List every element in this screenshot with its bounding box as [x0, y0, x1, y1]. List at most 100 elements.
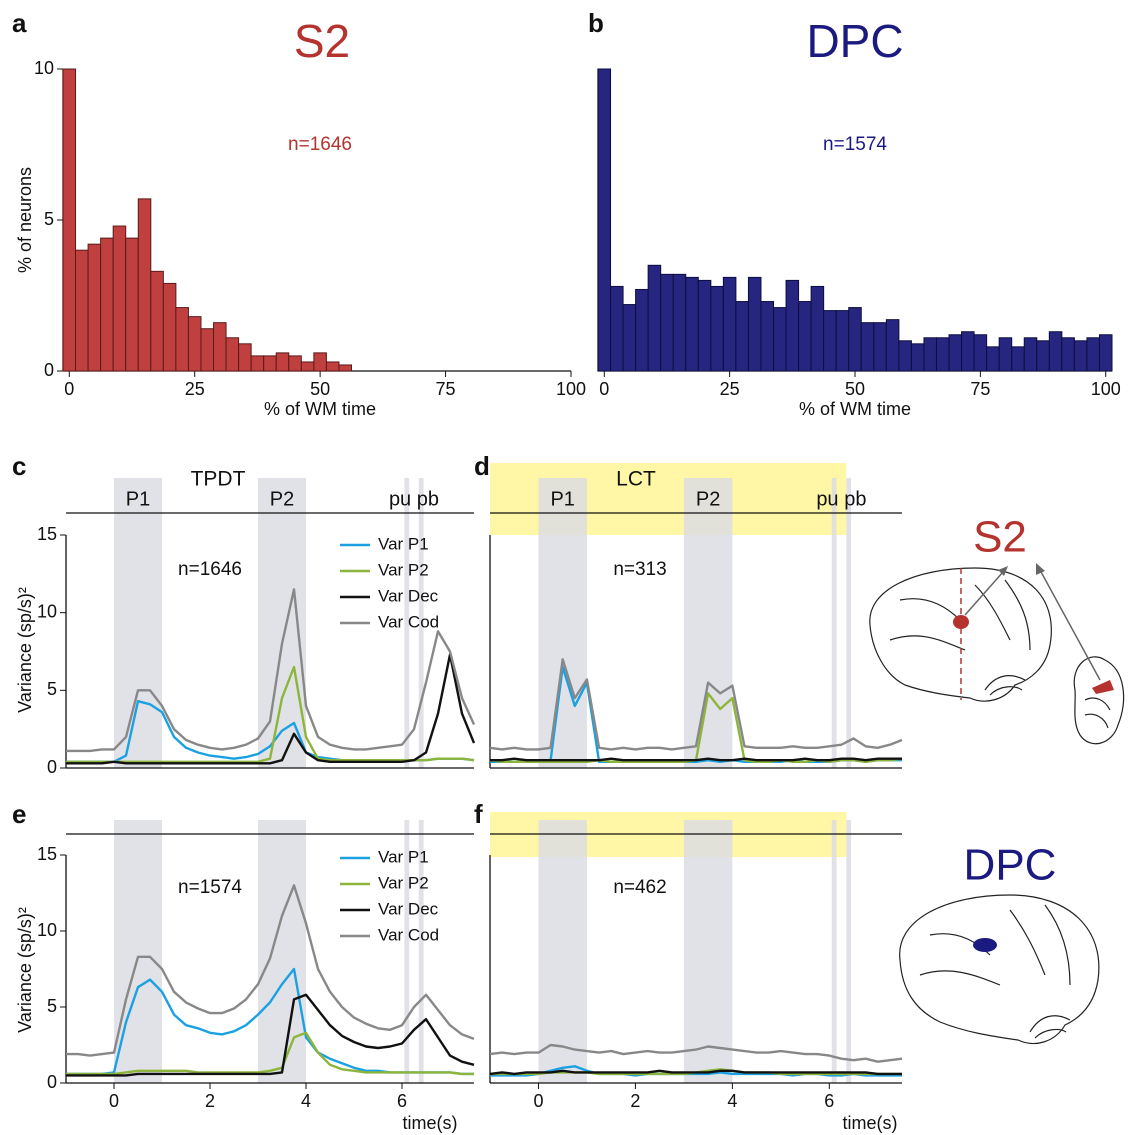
bar	[175, 307, 189, 372]
annotation: n=1646	[178, 559, 242, 580]
y-tick-label: 10	[37, 601, 57, 621]
bar	[87, 243, 102, 372]
bar	[338, 364, 352, 372]
bar	[225, 337, 240, 372]
period-label: P1	[550, 488, 574, 510]
bar	[710, 285, 724, 372]
x-axis-label: % of WM time	[799, 399, 911, 419]
bar	[697, 279, 712, 372]
y-tick-label: 0	[47, 757, 57, 777]
panel-letter: a	[12, 8, 27, 38]
period-label: pu	[389, 488, 411, 510]
x-tick-label: 50	[845, 379, 865, 399]
x-axis-label: time(s)	[403, 1113, 458, 1133]
panel-c: c P1 P2 pu pb TPDT n=1646 0 5 10 15 Variance (sp/s)…	[12, 451, 476, 777]
brain-section	[1073, 656, 1125, 745]
bar	[1011, 346, 1025, 372]
x-tick-label: 0	[109, 1091, 119, 1111]
period-band	[258, 820, 306, 1083]
period-band	[846, 478, 852, 768]
brain-label: DPC	[964, 841, 1057, 890]
bar	[137, 198, 152, 372]
bar	[835, 310, 850, 372]
period-label: P2	[270, 488, 294, 510]
x-tick-label: 2	[630, 1091, 640, 1111]
bar	[1023, 337, 1038, 372]
bar	[1048, 331, 1063, 372]
bar	[998, 337, 1013, 372]
bar	[885, 319, 900, 372]
period-band	[846, 820, 852, 1083]
period-band	[404, 478, 410, 768]
arrow-head	[998, 566, 1008, 576]
bar	[75, 249, 89, 372]
x-tick-label: 4	[727, 1091, 737, 1111]
bar	[747, 276, 762, 372]
legend-label: Var P1	[378, 534, 429, 553]
bar	[62, 68, 77, 372]
brain-sulci	[889, 579, 1031, 696]
bar	[112, 225, 127, 372]
x-tick-label: 6	[397, 1091, 407, 1111]
panel-d: d P1 P2 pu pb LCT n=313	[474, 451, 903, 769]
brain-outline	[899, 894, 1100, 1045]
panel-letter: d	[474, 451, 490, 481]
bar	[125, 237, 139, 372]
x-tick-label: 50	[310, 379, 330, 399]
panel-letter: f	[474, 799, 483, 829]
bar	[722, 276, 737, 372]
bar	[1073, 340, 1088, 372]
y-tick-label: 0	[47, 1072, 57, 1092]
chart-title: LCT	[616, 468, 656, 491]
x-tick-label: 6	[824, 1091, 834, 1111]
panel-letter: c	[12, 451, 26, 481]
bar	[238, 343, 252, 372]
y-tick-label: 10	[37, 920, 57, 940]
x-tick-label: 75	[970, 379, 990, 399]
bar	[873, 322, 887, 372]
x-tick-label: 100	[556, 379, 586, 399]
bar	[635, 288, 649, 372]
series-line	[490, 757, 902, 762]
y-tick-label: 0	[44, 360, 54, 380]
legend-label: Var Dec	[378, 586, 439, 605]
bar	[672, 273, 687, 372]
legend-label: Var Cod	[378, 925, 439, 944]
legend-label: Var P2	[378, 873, 429, 892]
period-band	[831, 820, 837, 1083]
x-axis-label: time(s)	[843, 1113, 898, 1133]
bar	[961, 331, 975, 372]
x-tick-label: 2	[205, 1091, 215, 1111]
series-line	[489, 1069, 902, 1076]
period-band	[831, 478, 837, 768]
x-tick-label: 25	[185, 379, 205, 399]
y-tick-label: 10	[34, 58, 54, 78]
y-axis-label: Variance (sp/s)²	[15, 587, 35, 713]
y-tick-label: 15	[37, 524, 57, 544]
arrow-head	[1036, 563, 1045, 575]
bar	[300, 361, 315, 372]
bar	[100, 237, 114, 372]
series-line	[66, 884, 475, 1057]
bar	[647, 264, 662, 372]
panel-b: b DPC n=1574 0 25 50 75 100 % of WM time	[588, 8, 1121, 419]
period-label: pb	[844, 488, 866, 510]
area-marker	[953, 615, 969, 629]
bar	[773, 307, 787, 372]
bar	[848, 307, 862, 372]
y-tick-label: 15	[37, 844, 57, 864]
arrow	[964, 571, 1004, 616]
legend-label: Var P1	[378, 847, 429, 866]
bar	[288, 355, 302, 372]
bar	[810, 285, 825, 372]
arrow	[1039, 569, 1101, 681]
bar	[910, 343, 925, 372]
series-line	[489, 658, 903, 751]
x-tick-label: 75	[436, 379, 456, 399]
bar	[760, 301, 775, 372]
bar	[798, 301, 812, 372]
annotation: n=313	[613, 559, 666, 580]
brain-s2: S2	[869, 513, 1125, 745]
